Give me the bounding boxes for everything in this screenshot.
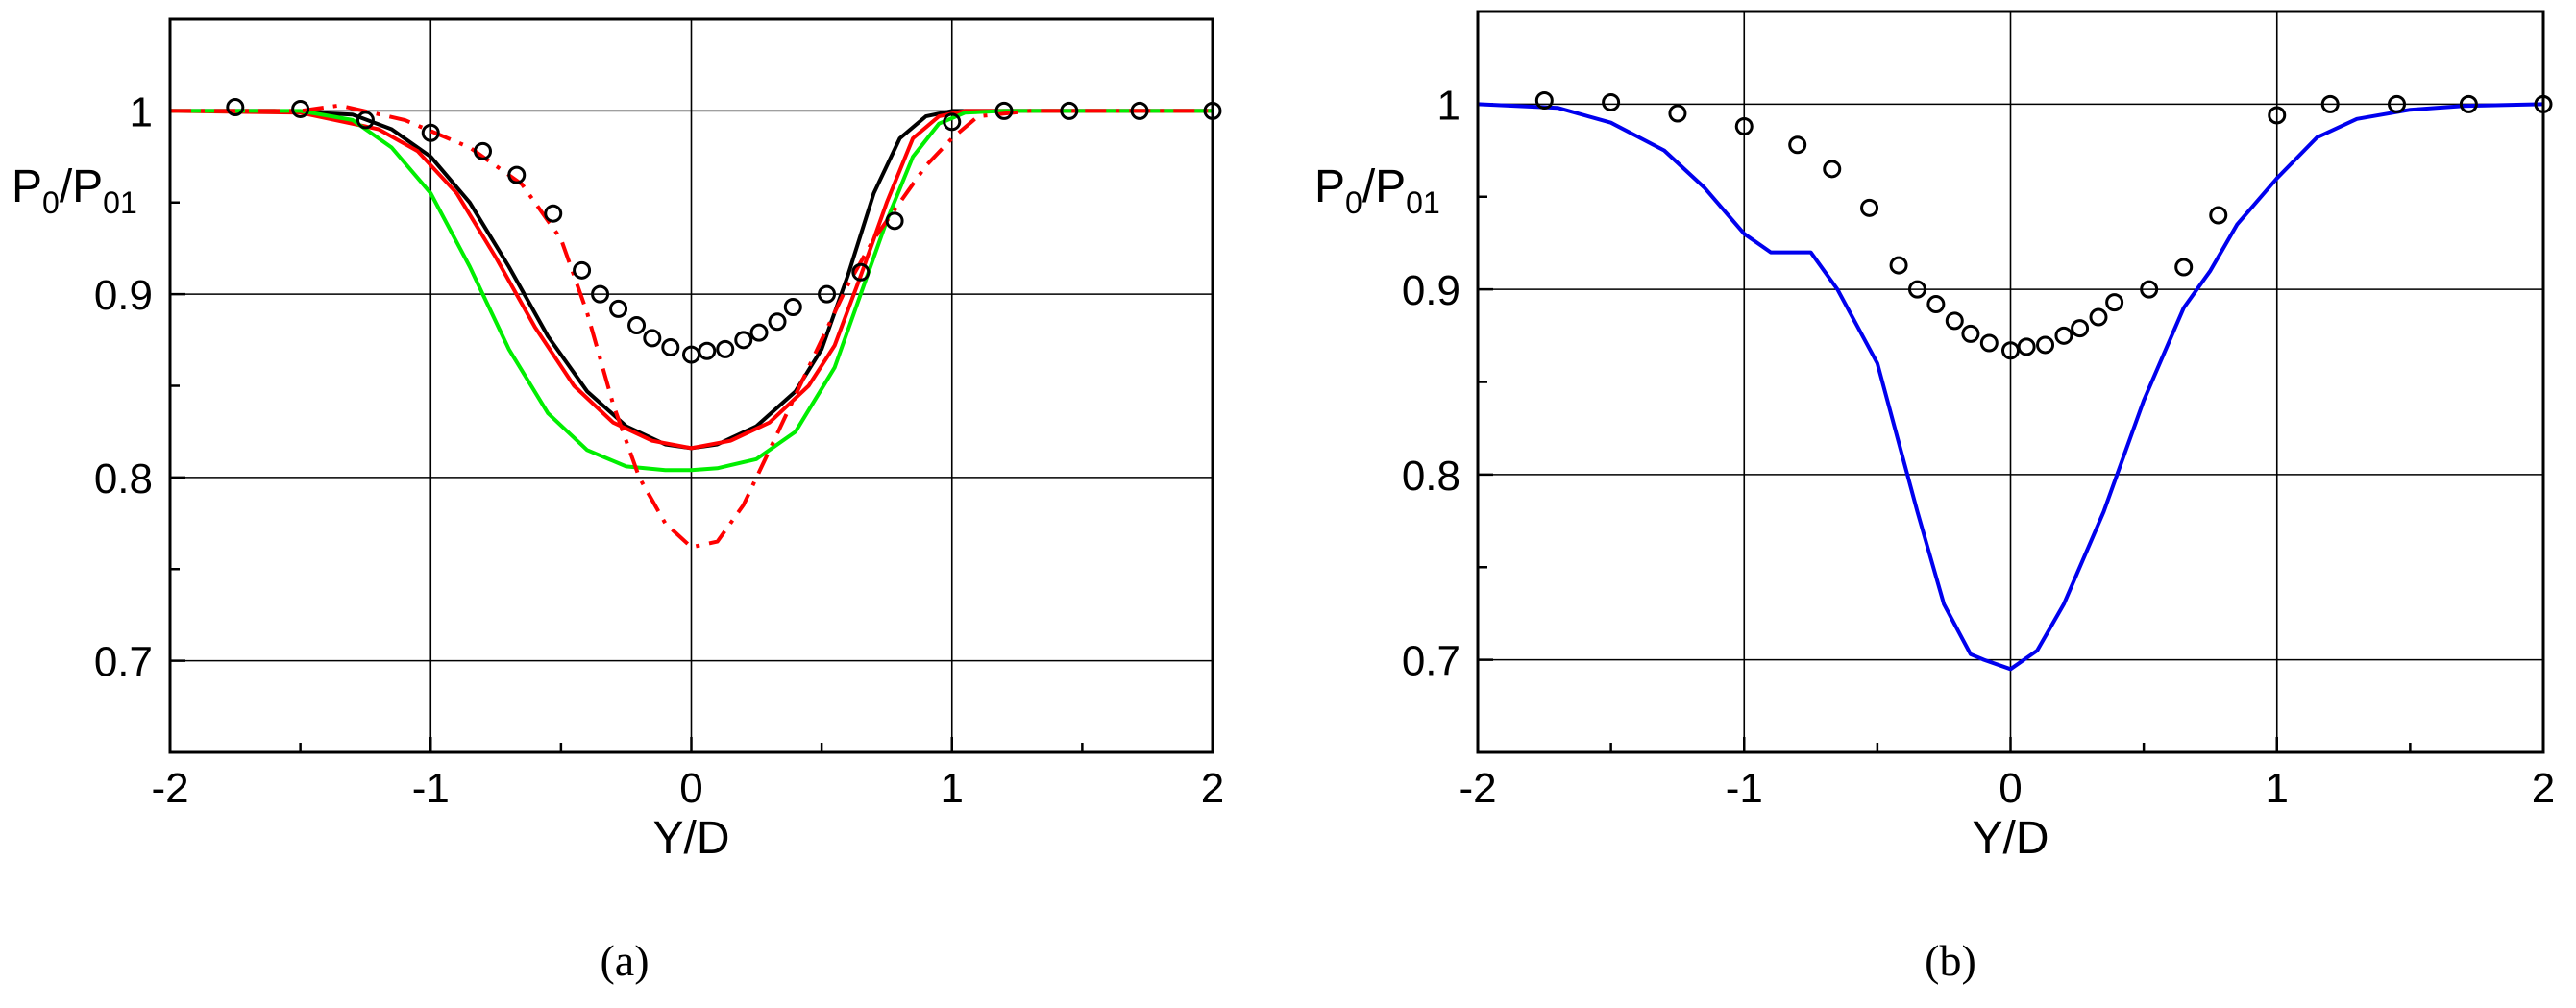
data-point-marker <box>643 329 662 348</box>
data-point-marker <box>1734 117 1754 136</box>
y-axis-title-part: /P <box>1362 161 1406 212</box>
series-line <box>1477 102 2544 672</box>
data-point-marker <box>1788 135 1807 155</box>
data-point-marker <box>885 211 904 231</box>
data-point-marker <box>2071 319 2090 338</box>
y-tick-label: 0.7 <box>94 639 153 686</box>
x-tick-label: 2 <box>2532 765 2555 812</box>
y-axis-title-part: 01 <box>103 185 137 220</box>
data-point-marker <box>2320 94 2340 113</box>
x-tick-label: -1 <box>1726 765 1763 812</box>
y-axis-title-part: 0 <box>42 185 60 220</box>
x-axis-title: Y/D <box>1972 813 2049 864</box>
data-point-marker <box>1823 160 1842 179</box>
data-point-marker <box>2140 280 2159 299</box>
data-point-marker <box>1945 311 1964 331</box>
data-point-marker <box>698 341 717 360</box>
data-point-marker <box>661 337 680 356</box>
y-axis-title: P0/P01 <box>1314 161 1440 220</box>
data-point-marker <box>591 284 610 304</box>
data-point-marker <box>2459 94 2478 113</box>
data-point-marker <box>1060 101 1079 120</box>
data-point-marker <box>768 312 787 332</box>
data-point-marker <box>2268 106 2287 125</box>
y-tick-label: 0.8 <box>1402 453 1460 500</box>
x-axis-title: Y/D <box>652 813 729 864</box>
x-tick-label: -2 <box>1459 765 1496 812</box>
y-tick-label: 0.9 <box>94 272 153 319</box>
data-point-marker <box>2209 206 2228 225</box>
y-tick-label: 0.7 <box>1402 638 1460 685</box>
data-point-marker <box>356 111 375 130</box>
series-line <box>170 103 1213 550</box>
data-point-marker <box>734 331 753 350</box>
plot-frame <box>1476 10 2545 754</box>
data-point-marker <box>573 260 592 280</box>
y-tick-label: 1 <box>1437 82 1460 129</box>
data-point-marker <box>2036 335 2055 355</box>
data-point-marker <box>716 339 735 358</box>
data-point-marker <box>1979 333 1999 353</box>
x-tick-label: 2 <box>1201 765 1224 812</box>
data-point-marker <box>226 98 245 117</box>
data-point-marker <box>291 99 310 118</box>
data-point-marker <box>2105 293 2124 312</box>
data-point-marker <box>627 316 647 335</box>
data-point-marker <box>818 284 837 304</box>
data-point-marker <box>1602 92 1621 111</box>
data-point-marker <box>2054 326 2073 345</box>
x-tick-label: -2 <box>151 765 188 812</box>
data-point-marker <box>851 262 871 282</box>
data-point-marker <box>609 299 628 318</box>
data-point-marker <box>1534 91 1554 111</box>
data-point-marker <box>1130 101 1149 120</box>
data-point-marker <box>474 141 492 160</box>
data-point-marker <box>1889 256 1908 275</box>
data-point-marker <box>1668 104 1687 123</box>
y-axis-title-part: /P <box>60 161 103 212</box>
data-point-marker <box>1926 295 1946 314</box>
data-point-marker <box>943 112 962 132</box>
y-axis-title-part: 01 <box>1406 185 1440 220</box>
data-point-marker <box>1907 280 1926 299</box>
data-point-marker <box>544 204 563 223</box>
data-point-marker <box>1961 324 1980 343</box>
panel-caption: (a) <box>600 936 649 985</box>
y-tick-label: 1 <box>130 88 153 135</box>
x-tick-label: 1 <box>2266 765 2289 812</box>
y-axis-title-part: 0 <box>1345 185 1362 220</box>
data-point-marker <box>2017 337 2036 356</box>
panel-b-chart: -2 -1 0 1 20.70.80.91Y/DP0/P01(b) <box>1314 10 2555 985</box>
plot-frame <box>168 17 1214 754</box>
data-point-marker <box>994 101 1014 120</box>
data-point-marker <box>2174 258 2194 277</box>
x-tick-label: 0 <box>1999 765 2022 812</box>
data-point-marker <box>749 323 769 342</box>
x-tick-label: 1 <box>941 765 964 812</box>
panel-a-chart: -2 -1 0 1 20.70.80.91Y/DP0/P01(a) <box>12 17 1224 985</box>
y-axis-title-part: P <box>1314 161 1345 212</box>
data-point-marker <box>2089 307 2108 327</box>
data-point-marker <box>421 123 440 142</box>
data-point-marker <box>783 297 802 316</box>
data-point-marker <box>1860 198 1879 217</box>
y-tick-label: 0.8 <box>94 455 153 503</box>
y-axis-title: P0/P01 <box>12 161 137 220</box>
y-tick-label: 0.9 <box>1402 267 1460 314</box>
data-point-marker <box>507 165 527 184</box>
y-axis-title-part: P <box>12 161 42 212</box>
data-point-marker <box>2388 94 2407 113</box>
x-tick-label: 0 <box>679 765 702 812</box>
panel-caption: (b) <box>1925 936 1976 985</box>
x-tick-label: -1 <box>412 765 450 812</box>
